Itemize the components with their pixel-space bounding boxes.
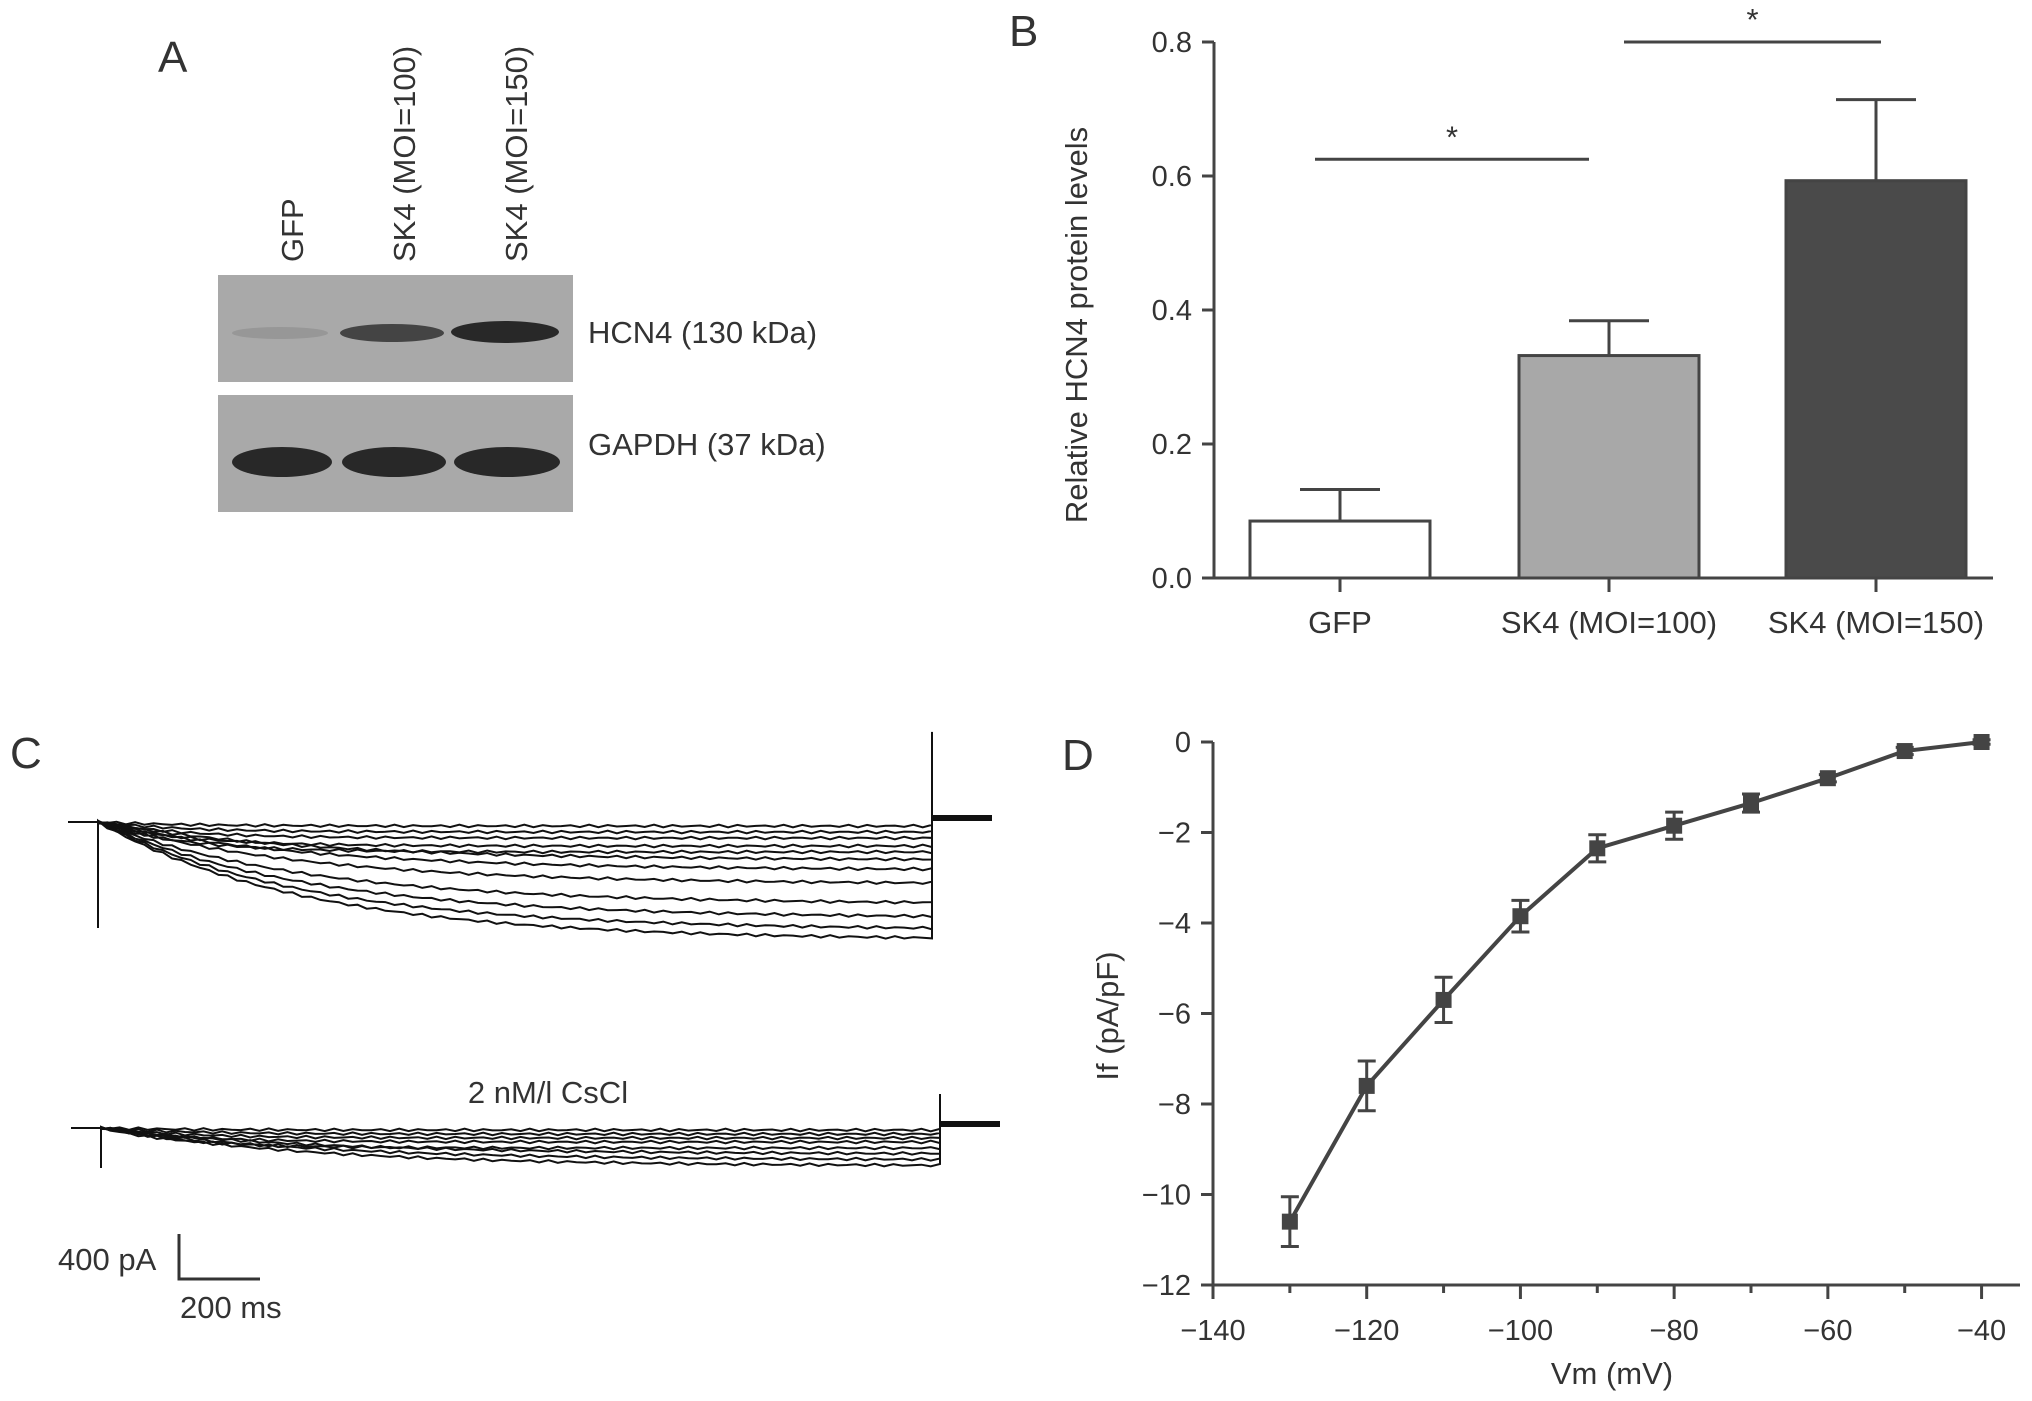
- chart-d-ylabel: If (pA/pF): [1090, 951, 1125, 1080]
- chart-d-point: [1589, 840, 1606, 857]
- blot-gapdh: GAPDH (37 kDa): [218, 395, 826, 512]
- scale-bar-lines: [177, 1234, 260, 1281]
- lane-label-moi100: SK4 (MOI=100): [387, 46, 422, 262]
- blot-gapdh-label: GAPDH (37 kDa): [588, 427, 826, 462]
- chart-d-point: [1358, 1077, 1375, 1094]
- traces-bottom-sweep: [100, 1126, 941, 1137]
- chart-b-bar: [1784, 179, 1968, 580]
- chart-b-ytick-label: 0.2: [1152, 429, 1192, 461]
- band-gapdh-moi100: [342, 447, 446, 477]
- traces-top-sweep: [97, 821, 933, 885]
- chart-d-point: [1973, 734, 1990, 750]
- band-gapdh-gfp: [232, 447, 332, 477]
- scale-bar: 400 pA 200 ms: [58, 1234, 282, 1325]
- band-hcn4-gfp: [232, 327, 328, 339]
- traces-top-sweep: [97, 819, 933, 931]
- chart-b-significance-star: *: [1446, 119, 1458, 154]
- chart-b-plot: 0.0 0.2 0.4 0.6 0.8 GFP SK4 (MOI=100) SK4 (MOI=…: [1152, 2, 1993, 640]
- band-gapdh-moi150: [454, 447, 560, 477]
- scale-bar-time: 200 ms: [180, 1290, 282, 1325]
- traces-top-sweep: [97, 818, 933, 940]
- traces-bottom-sweep: [100, 1125, 941, 1156]
- panel-b: B Relative HCN4 protein levels 0.0 0.2 0.4…: [1009, 2, 1993, 640]
- chart-d-xlabel: Vm (mV): [1551, 1356, 1673, 1391]
- cscl-label: 2 nM/l CsCl: [468, 1075, 628, 1110]
- chart-b-category-label: SK4 (MOI=150): [1768, 605, 1984, 640]
- traces-top-sweep: [97, 822, 933, 905]
- traces-bottom-sweep: [100, 1127, 941, 1168]
- chart-d-ytick-label: −2: [1158, 818, 1191, 850]
- chart-d-xtick-label: −100: [1488, 1315, 1553, 1347]
- chart-d-point: [1896, 743, 1913, 760]
- traces-top-sweep: [97, 821, 933, 849]
- traces-top-sweep: [97, 821, 933, 841]
- chart-d-point: [1281, 1213, 1298, 1230]
- chart-d-ytick-label: −6: [1158, 999, 1191, 1031]
- current-traces-cscl: [71, 1094, 1000, 1168]
- chart-d-ytick-label: −10: [1142, 1180, 1191, 1212]
- panel-d-letter: D: [1062, 731, 1094, 780]
- traces-top-sweep: [97, 821, 933, 919]
- chart-b-category-label: SK4 (MOI=100): [1501, 605, 1717, 640]
- blot-hcn4: HCN4 (130 kDa): [218, 275, 817, 382]
- chart-d-xtick-label: −60: [1803, 1315, 1852, 1347]
- chart-b-ytick-label: 0.8: [1152, 27, 1192, 59]
- chart-d-point: [1512, 908, 1529, 925]
- panel-c: C 2 nM/l CsCl 400 pA 200 ms: [10, 729, 1000, 1325]
- chart-d-ytick-label: 0: [1175, 727, 1191, 759]
- chart-b-ytick-label: 0.4: [1152, 295, 1192, 327]
- scale-bar-current: 400 pA: [58, 1242, 157, 1277]
- chart-d-ytick-label: −12: [1142, 1270, 1191, 1302]
- chart-d-point: [1435, 991, 1452, 1008]
- panel-c-letter: C: [10, 729, 42, 778]
- traces-top-sweep: [97, 819, 933, 862]
- traces-top-sweep: [97, 820, 933, 829]
- lane-label-gfp: GFP: [275, 198, 310, 262]
- panel-a: A GFP SK4 (MOI=100) SK4 (MOI=150) HCN4 (…: [158, 33, 826, 512]
- lane-label-moi150: SK4 (MOI=150): [499, 46, 534, 262]
- traces-top-sweep: [97, 821, 933, 835]
- chart-d-point: [1743, 795, 1759, 812]
- band-hcn4-moi150: [451, 321, 559, 343]
- chart-d-point: [1666, 817, 1683, 834]
- panel-a-letter: A: [158, 33, 188, 82]
- chart-d-ytick-label: −8: [1158, 1089, 1191, 1121]
- chart-b-ytick-label: 0.6: [1152, 161, 1192, 193]
- band-hcn4-moi100: [340, 324, 444, 342]
- traces-bottom-sweep: [100, 1126, 941, 1133]
- chart-b-bar: [1517, 354, 1701, 580]
- traces-bottom-sweep: [100, 1126, 941, 1162]
- chart-b-category-label: GFP: [1308, 605, 1372, 640]
- chart-d-xtick-label: −40: [1957, 1315, 2006, 1347]
- chart-d-xtick-label: −140: [1180, 1315, 1245, 1347]
- chart-b-ytick-label: 0.0: [1152, 563, 1192, 595]
- chart-d-xtick-label: −120: [1334, 1315, 1399, 1347]
- chart-b-ylabel: Relative HCN4 protein levels: [1059, 127, 1094, 523]
- chart-b-significance-star: *: [1746, 2, 1758, 37]
- chart-d-ytick-label: −4: [1158, 908, 1191, 940]
- chart-d-plot: −12 −10 −8 −6 −4 −2 0 −140 −120 −100 −80 −60 −40: [1142, 727, 2020, 1347]
- current-traces-control: [68, 731, 992, 940]
- chart-d-xtick-label: −80: [1650, 1315, 1699, 1347]
- chart-b-bar: [1248, 519, 1432, 580]
- blot-hcn4-label: HCN4 (130 kDa): [588, 315, 817, 350]
- chart-d-series-line: [1288, 740, 1982, 1223]
- panel-b-letter: B: [1009, 7, 1038, 56]
- panel-d: D If (pA/pF) Vm (mV) −12 −10 −8 −6 −4 −2 0 −140…: [1062, 727, 2020, 1391]
- chart-d-point: [1819, 770, 1836, 787]
- traces-top-sweep: [97, 820, 933, 872]
- traces-bottom-sweep: [100, 1126, 941, 1141]
